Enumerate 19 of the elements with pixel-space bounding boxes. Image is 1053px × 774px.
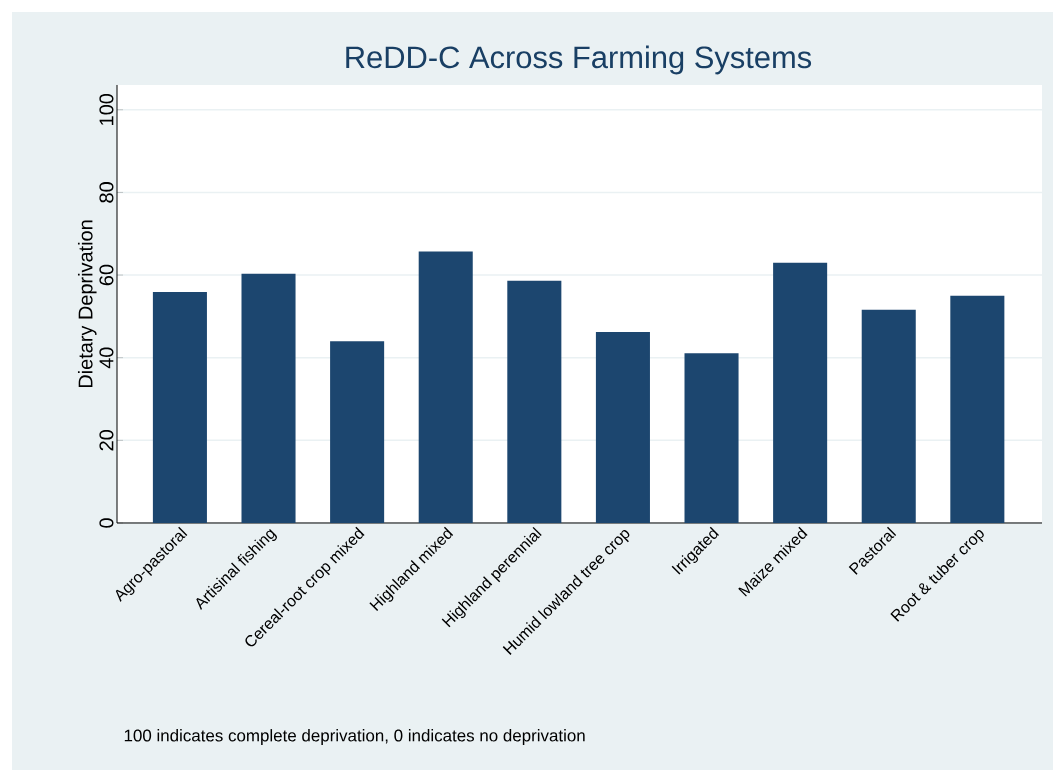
bar [330, 341, 385, 523]
y-tick-label: 100 [99, 93, 114, 125]
bar [507, 280, 562, 523]
bar [684, 353, 739, 523]
chart-title: ReDD-C Across Farming Systems [346, 45, 812, 75]
y-tick-label: 60 [99, 264, 114, 286]
y-tick-label: 20 [99, 430, 114, 451]
bar [595, 332, 650, 523]
text: 100 indicates complete deprivation, 0 indicates no deprivation [124, 729, 585, 745]
bar [418, 251, 473, 523]
bar [773, 262, 828, 523]
bar [152, 292, 207, 523]
bar [950, 295, 1005, 523]
y-tick-label: 80 [99, 182, 114, 203]
y-tick-label: 0 [99, 518, 114, 528]
bar [861, 309, 916, 523]
y-tick-label: 40 [99, 347, 114, 369]
bar [241, 273, 296, 523]
y-axis-title: Dietary Deprivation [77, 220, 97, 388]
